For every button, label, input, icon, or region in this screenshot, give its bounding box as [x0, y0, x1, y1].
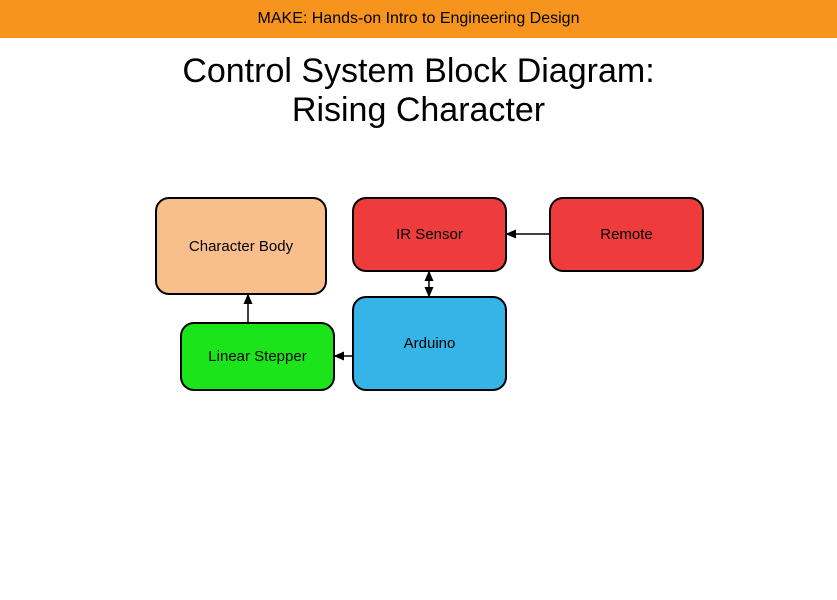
page-title: Control System Block Diagram: Rising Cha…: [0, 52, 837, 130]
node-ir-sensor: IR Sensor: [352, 197, 507, 272]
node-arduino: Arduino: [352, 296, 507, 391]
header-bar: MAKE: Hands-on Intro to Engineering Desi…: [0, 0, 837, 38]
node-linear-stepper: Linear Stepper: [180, 322, 335, 391]
node-character-body: Character Body: [155, 197, 327, 295]
node-remote: Remote: [549, 197, 704, 272]
title-line-2: Rising Character: [0, 91, 837, 130]
title-line-1: Control System Block Diagram:: [0, 52, 837, 91]
header-text: MAKE: Hands-on Intro to Engineering Desi…: [258, 10, 580, 27]
